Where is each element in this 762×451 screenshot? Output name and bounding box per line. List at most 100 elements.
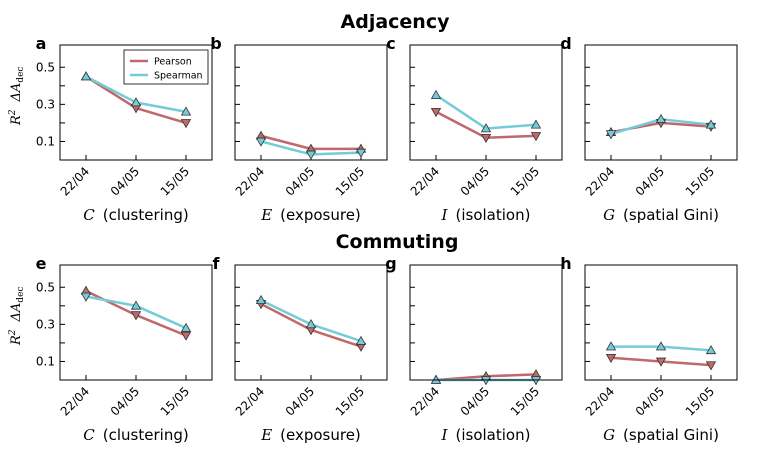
x-tick-label: 15/05 [158, 164, 192, 198]
x-tick-label: 15/05 [683, 164, 717, 198]
x-axis-symbol: G [603, 426, 615, 444]
data-point-spearman [355, 335, 367, 345]
x-tick-label: 22/04 [583, 384, 617, 418]
data-point-pearson [705, 361, 717, 371]
data-point-pearson [605, 353, 617, 364]
data-point-spearman [480, 123, 492, 133]
data-point-spearman [80, 71, 92, 81]
y-axis-r: R [9, 115, 24, 126]
x-axis-label: G (spatial Gini) [603, 426, 719, 444]
plot-frame [409, 44, 563, 161]
x-tick-label: 15/05 [508, 164, 542, 198]
y-tick-label: 0.5 [36, 280, 55, 294]
data-point-spearman [255, 137, 267, 147]
data-point-spearman [705, 345, 717, 355]
y-axis-label: R2 ΔAdec [8, 67, 26, 126]
x-axis-symbol: G [603, 206, 615, 224]
x-tick-label: 22/04 [408, 164, 442, 198]
x-axis-description: (spatial Gini) [623, 206, 719, 224]
x-axis-label: G (spatial Gini) [603, 206, 719, 224]
x-axis-symbol: E [260, 206, 272, 224]
y-tick-label: 0.1 [36, 354, 55, 368]
panel-letter: d [560, 34, 571, 53]
x-tick-label: 15/05 [508, 384, 542, 418]
y-axis-r: R [9, 335, 24, 346]
panel-f: 22/04 04/05 15/05 f E (exposure) [213, 254, 388, 444]
data-point-pearson [480, 133, 492, 144]
plot-frame [584, 264, 738, 381]
x-tick-label: 15/05 [333, 384, 367, 418]
y-axis-delta: ΔA [9, 303, 24, 323]
panel-d: 22/04 04/05 15/05 d G (spatial Gini) [560, 34, 738, 224]
legend-box [123, 49, 209, 85]
panel-letter: e [36, 254, 47, 273]
data-point-spearman [605, 130, 617, 140]
panel-c: 22/04 04/05 15/05 c I (isolation) [386, 34, 563, 224]
panel-letter: a [36, 34, 47, 53]
data-point-pearson [655, 357, 667, 367]
x-tick-label: 22/04 [583, 164, 617, 198]
y-axis-label: R2 ΔAdec [8, 287, 26, 346]
x-axis-description: (spatial Gini) [623, 426, 719, 444]
panel-letter: h [560, 254, 571, 273]
x-axis-symbol: C [83, 426, 95, 444]
x-tick-label: 15/05 [333, 164, 367, 198]
x-tick-label: 22/04 [58, 384, 92, 418]
x-tick-label: 15/05 [683, 384, 717, 418]
data-point-spearman [530, 376, 542, 386]
legend-label-spearman: Spearman [154, 71, 203, 82]
x-axis-description: (isolation) [455, 426, 530, 444]
data-point-pearson [180, 119, 192, 129]
x-axis-description: (exposure) [280, 426, 361, 444]
y-axis-r-sup: 2 [8, 329, 18, 336]
panel-letter: g [385, 254, 396, 273]
data-point-spearman [305, 319, 317, 329]
data-point-spearman [255, 294, 267, 305]
x-tick-label: 04/05 [108, 164, 142, 198]
x-tick-label: 22/04 [233, 164, 267, 198]
x-tick-label: 04/05 [633, 164, 667, 198]
x-tick-label: 22/04 [233, 384, 267, 418]
data-point-spearman [130, 300, 142, 310]
legend: Pearson Spearman [123, 49, 209, 85]
row-title-adjacency: Adjacency [341, 11, 451, 33]
x-tick-label: 04/05 [458, 164, 492, 198]
x-axis-label: C (clustering) [83, 206, 188, 224]
data-point-pearson [180, 331, 192, 341]
y-tick-label: 0.1 [36, 134, 55, 148]
panel-letter: f [213, 254, 221, 273]
x-tick-label: 04/05 [633, 384, 667, 418]
data-point-spearman [80, 292, 92, 302]
data-point-spearman [305, 150, 317, 160]
data-point-spearman [480, 376, 492, 386]
plot-frame [59, 44, 213, 161]
data-point-spearman [655, 341, 667, 351]
data-point-pearson [530, 132, 542, 142]
x-axis-label: I (isolation) [441, 426, 531, 444]
x-axis-symbol: E [260, 426, 272, 444]
x-tick-label: 22/04 [58, 164, 92, 198]
data-point-spearman [180, 322, 192, 332]
data-point-spearman [180, 106, 192, 116]
y-axis-delta: ΔA [9, 83, 24, 103]
data-point-spearman [355, 148, 367, 158]
x-axis-label: C (clustering) [83, 426, 188, 444]
x-axis-symbol: I [441, 206, 449, 224]
plot-frame [409, 264, 563, 381]
x-axis-label: E (exposure) [260, 206, 361, 224]
y-axis-r-sup: 2 [8, 109, 18, 116]
row-title-commuting: Commuting [336, 231, 459, 253]
panel-letter: b [210, 34, 221, 53]
data-point-spearman [430, 89, 442, 99]
plot-frame [234, 264, 388, 381]
x-tick-label: 04/05 [108, 384, 142, 418]
y-tick-label: 0.5 [36, 60, 55, 74]
x-tick-label: 04/05 [458, 384, 492, 418]
panel-g: 22/04 04/05 15/05 g I (isolation) [385, 254, 563, 444]
y-axis-sub: dec [16, 287, 26, 303]
panel-e: 0.1 0.3 0.5 22/04 04/05 15/05 e C (clustering) R2… [8, 254, 213, 444]
y-tick-label: 0.3 [36, 317, 55, 331]
data-point-spearman [430, 374, 442, 384]
data-point-pearson [430, 107, 442, 118]
